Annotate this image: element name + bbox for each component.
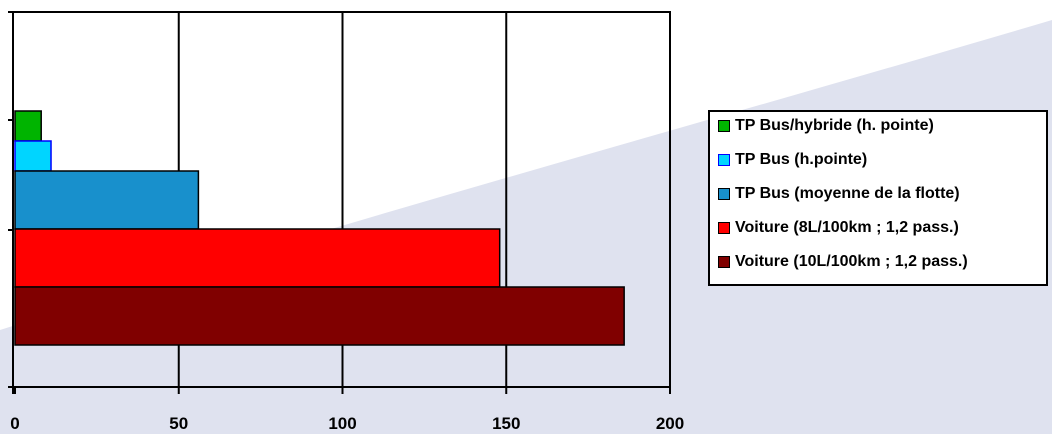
x-tick-label: 150 — [492, 414, 520, 433]
legend-swatch — [718, 222, 730, 234]
legend-label: Voiture (10L/100km ; 1,2 pass.) — [735, 253, 968, 270]
legend-item: TP Bus (h.pointe) — [718, 148, 867, 172]
x-tick-label: 200 — [656, 414, 684, 433]
legend-swatch — [718, 188, 730, 200]
bar-5 — [14, 286, 625, 346]
legend-label: TP Bus (moyenne de la flotte) — [735, 185, 960, 202]
bar-3 — [14, 170, 200, 230]
legend: TP Bus/hybride (h. pointe) TP Bus (h.poin… — [708, 110, 1048, 286]
legend-swatch — [718, 120, 730, 132]
legend-label: TP Bus/hybride (h. pointe) — [735, 117, 934, 134]
x-tick-label: 50 — [169, 414, 188, 433]
x-tick-label: 0 — [10, 414, 19, 433]
bar-2 — [14, 140, 52, 172]
x-tick-label: 100 — [328, 414, 356, 433]
legend-swatch — [718, 154, 730, 166]
legend-item: TP Bus/hybride (h. pointe) — [718, 114, 934, 138]
bar-4 — [14, 228, 501, 288]
legend-swatch — [718, 256, 730, 268]
legend-label: TP Bus (h.pointe) — [735, 151, 868, 168]
legend-item: TP Bus (moyenne de la flotte) — [718, 182, 960, 206]
legend-item: Voiture (8L/100km ; 1,2 pass.) — [718, 216, 959, 240]
legend-item: Voiture (10L/100km ; 1,2 pass.) — [718, 250, 968, 274]
x-axis: 0 50 100 150 200 — [8, 11, 684, 433]
legend-label: Voiture (8L/100km ; 1,2 pass.) — [735, 219, 959, 236]
bars — [14, 110, 625, 346]
bar-1 — [14, 110, 42, 142]
